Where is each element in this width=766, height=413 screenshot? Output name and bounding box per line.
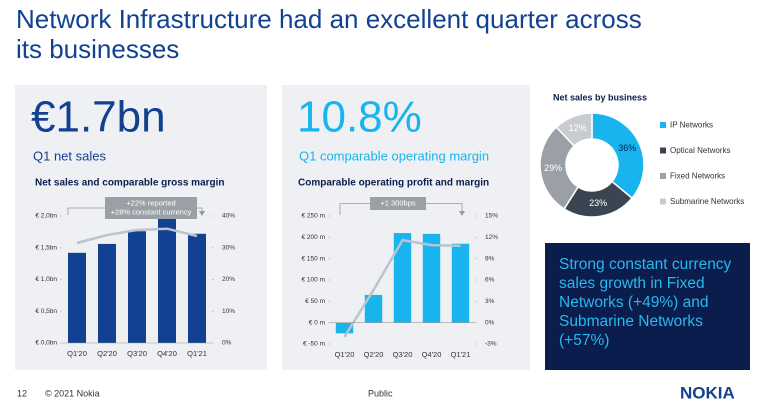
slice-label: 36% [618, 143, 636, 153]
legend-swatch [660, 122, 666, 128]
bar [98, 243, 116, 343]
bar [451, 243, 470, 323]
y-tick-label: € 100 m [302, 277, 326, 284]
bar [393, 233, 412, 323]
line [343, 238, 461, 338]
title-line: Network Infrastructure had an excellent … [16, 4, 642, 34]
page-number: 12 [17, 388, 27, 398]
y2-tick-label: 40% [222, 213, 235, 220]
slice-label: 29% [544, 163, 562, 173]
slice-label: 23% [589, 198, 607, 208]
y2-tick-label: 0% [485, 319, 495, 326]
bar [188, 233, 206, 343]
y2-tick-label: 3% [485, 298, 495, 305]
y2-tick-label: 20% [222, 276, 235, 283]
legend-swatch [660, 147, 666, 154]
y-tick-label: € 200 m [302, 234, 326, 241]
bar [158, 217, 176, 343]
slice-label: 12% [569, 123, 587, 133]
subtitle: Q1 comparable operating margin [299, 148, 489, 163]
annotation: +22% reported [126, 198, 175, 207]
slice [555, 112, 593, 148]
y-tick-label: € 1,0bn [35, 276, 57, 283]
slice [591, 112, 645, 200]
y-tick-label: € 0,0bn [35, 340, 57, 347]
annotation-box [370, 197, 426, 210]
y-tick-label: € -50 m [303, 341, 325, 348]
annotation-box [105, 197, 197, 219]
subtitle: Q1 net sales [33, 148, 106, 163]
y2-tick-label: 6% [485, 277, 495, 284]
logo: NOKIA [680, 383, 735, 402]
legend-label: Submarine Networks [670, 197, 744, 206]
y2-tick-label: 0% [222, 340, 232, 347]
y-tick-label: € 1,5bn [35, 244, 57, 251]
annotation: +1 300bps [380, 198, 415, 207]
annotation: +28% constant currency [111, 207, 192, 216]
legend-label: Optical Networks [670, 146, 730, 155]
y-tick-label: € 0 m [309, 319, 325, 326]
headline: €1.7bn [31, 93, 166, 142]
x-tick-label: Q1'20 [335, 350, 355, 359]
x-tick-label: Q1'20 [67, 349, 87, 358]
y-tick-label: € 2,0bn [35, 213, 57, 220]
x-tick-label: Q2'20 [364, 350, 384, 359]
bar [68, 252, 86, 343]
x-tick-label: Q1'21 [187, 349, 207, 358]
y2-tick-label: 9% [485, 255, 495, 262]
legend-label: Fixed Networks [670, 172, 725, 181]
x-tick-label: Q1'21 [451, 350, 471, 359]
legend-label: IP Networks [670, 121, 713, 130]
arrow-head [199, 211, 205, 216]
chart-title: Comparable operating profit and margin [298, 178, 489, 189]
y2-tick-label: 15% [485, 213, 498, 220]
y-tick-label: € 0,5bn [35, 308, 57, 315]
chart-title: Net sales and comparable gross margin [35, 178, 225, 189]
x-tick-label: Q3'20 [127, 349, 147, 358]
y2-tick-label: 12% [485, 234, 498, 241]
y2-tick-label: -3% [485, 341, 497, 348]
title-line: its businesses [16, 34, 180, 64]
bar [335, 322, 354, 334]
x-tick-label: Q3'20 [393, 350, 413, 359]
copyright: © 2021 Nokia [45, 388, 100, 398]
line [76, 227, 198, 245]
y-tick-label: € 150 m [302, 255, 326, 262]
chart-title: Net sales by business [553, 92, 647, 102]
callout: Strong constant currency sales growth in… [545, 243, 750, 370]
bar [364, 294, 383, 323]
legend-swatch [660, 173, 666, 179]
y2-tick-label: 30% [222, 244, 235, 251]
legend-swatch [660, 198, 666, 205]
x-tick-label: Q2'20 [97, 349, 117, 358]
headline: 10.8% [297, 93, 422, 142]
y2-tick-label: 10% [222, 308, 235, 315]
arrow-head [459, 211, 465, 216]
bar [128, 231, 146, 343]
y-tick-label: € 50 m [305, 298, 325, 305]
x-tick-label: Q4'20 [157, 349, 177, 358]
x-tick-label: Q4'20 [422, 350, 442, 359]
bar [422, 233, 441, 323]
y-tick-label: € 250 m [302, 213, 326, 220]
classification: Public [368, 388, 393, 398]
